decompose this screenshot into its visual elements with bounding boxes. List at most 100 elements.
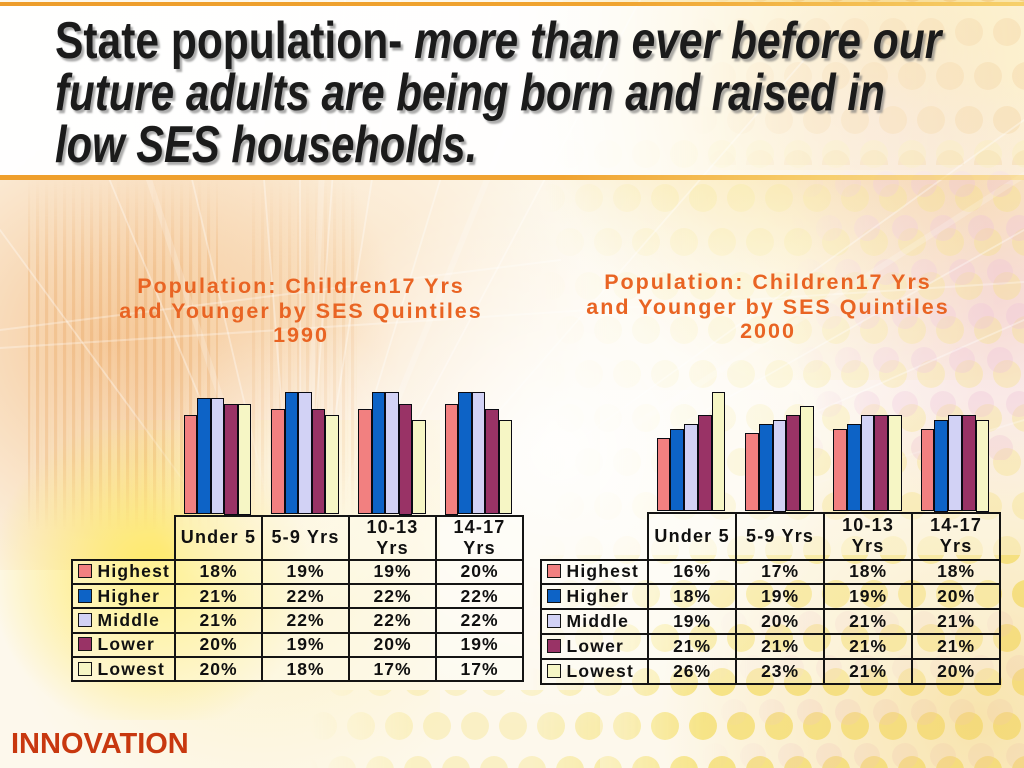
bar-lower-under-5 xyxy=(697,414,712,512)
bar-higher-10-13-yrs xyxy=(846,424,861,512)
series-label-cell: Highest xyxy=(70,558,176,585)
bar-highest-5-9-yrs xyxy=(745,433,759,512)
value-cell: 21% xyxy=(174,607,263,634)
slide-title-text: State population- more than ever before … xyxy=(55,15,941,67)
value-cell: 18% xyxy=(823,558,914,586)
bar-highest-14-17-yrs xyxy=(920,428,935,512)
bar-lower-5-9-yrs xyxy=(786,414,801,512)
title-bottom-rule xyxy=(0,175,1024,180)
slide-title-italic: future adults are being born and raised … xyxy=(55,64,885,122)
slide-title: State population- more than ever before … xyxy=(55,15,1015,171)
value-cell: 21% xyxy=(174,582,263,610)
value-cell: 19% xyxy=(261,631,350,659)
value-cell: 20% xyxy=(911,658,1002,685)
bar-lower-5-9-yrs xyxy=(311,409,326,515)
value-cell: 20% xyxy=(911,583,1002,611)
template-logo-text: INNOVATION xyxy=(11,728,189,760)
value-cell: 18% xyxy=(911,558,1002,586)
bar-middle-10-13-yrs xyxy=(860,414,875,512)
value-cell: 16% xyxy=(647,558,738,586)
slide-title-regular: State population- xyxy=(55,12,403,70)
chart-title-line: Population: Children17 Yrs xyxy=(604,270,932,294)
chart-title-line: and Younger by SES Quintiles xyxy=(119,298,483,323)
value-cell: 21% xyxy=(823,633,914,661)
value-cell: 17% xyxy=(435,656,524,683)
value-cell: 21% xyxy=(647,633,738,661)
series-label-cell: Lowest xyxy=(539,658,650,685)
table-row-middle: Middle 21% 22% 22% 22% xyxy=(70,607,524,634)
category-header: 10-13 Yrs xyxy=(823,511,914,561)
value-cell: 19% xyxy=(735,583,826,611)
value-cell: 26% xyxy=(647,658,738,685)
legend-swatch-highest xyxy=(546,564,561,579)
category-header: 14-17 Yrs xyxy=(911,511,1002,561)
data-table: Under 5 5-9 Yrs 10-13 Yrs 14-17 Yrs Highest 1… xyxy=(70,514,524,683)
value-cell: 23% xyxy=(735,658,826,685)
series-label-cell: Lower xyxy=(70,631,176,659)
table-row-lowest: Lowest 26% 23% 21% 20% xyxy=(539,658,1002,685)
chart-title-line: 1990 xyxy=(273,323,329,347)
value-cell: 20% xyxy=(174,656,263,683)
series-name: Middle xyxy=(97,609,161,630)
table-row-highest: Highest 16% 17% 18% 18% xyxy=(539,558,1002,586)
bar-higher-5-9-yrs xyxy=(758,424,773,512)
value-cell: 21% xyxy=(735,633,826,661)
bar-highest-10-13-yrs xyxy=(833,428,847,512)
slide-title-italic: low SES households. xyxy=(55,116,478,174)
series-name: Middle xyxy=(566,611,630,632)
chart-title: Population: Children17 Yrs and Younger by… xyxy=(71,274,531,348)
bar-lowest-10-13-yrs xyxy=(412,420,426,515)
value-cell: 17% xyxy=(735,558,826,586)
bar-higher-14-17-yrs xyxy=(458,392,472,515)
series-label-cell: Lowest xyxy=(70,656,176,683)
category-header: 5-9 Yrs xyxy=(735,511,826,561)
legend-swatch-lowest xyxy=(77,661,92,676)
series-name: Lowest xyxy=(97,658,165,679)
value-cell: 21% xyxy=(823,658,914,685)
slide-title-text: low SES households. xyxy=(55,119,477,171)
value-cell: 19% xyxy=(348,558,437,585)
bar-middle-under-5 xyxy=(210,397,225,515)
category-header: 10-13 Yrs xyxy=(348,514,437,561)
table-row-middle: Middle 19% 20% 21% 21% xyxy=(539,608,1002,636)
bar-lower-10-13-yrs xyxy=(874,414,889,512)
bar-middle-14-17-yrs xyxy=(948,414,962,512)
bar-middle-under-5 xyxy=(684,424,698,512)
table-row-higher: Higher 18% 19% 19% 20% xyxy=(539,583,1002,611)
series-name: Higher xyxy=(566,586,630,607)
data-table: Under 5 5-9 Yrs 10-13 Yrs 14-17 Yrs Highest 1… xyxy=(539,511,1002,685)
chart-title: Population: Children17 Yrs and Younger by… xyxy=(538,270,998,344)
bar-lower-14-17-yrs xyxy=(485,409,499,515)
legend-swatch-lower xyxy=(77,637,92,652)
value-cell: 19% xyxy=(261,558,350,585)
legend-swatch-lowest xyxy=(546,664,561,678)
slide-title-italic: more than ever before our xyxy=(402,12,942,70)
bar-lower-10-13-yrs xyxy=(398,403,413,515)
series-label-cell: Middle xyxy=(70,607,176,634)
value-cell: 20% xyxy=(348,631,437,659)
series-name: Lower xyxy=(97,634,156,655)
table-corner-cell xyxy=(541,513,649,560)
value-cell: 20% xyxy=(735,608,826,636)
series-label-cell: Lower xyxy=(539,633,650,661)
legend-swatch-middle xyxy=(77,612,92,627)
bar-highest-14-17-yrs xyxy=(444,403,459,515)
bar-lower-under-5 xyxy=(224,403,238,515)
table-row-higher: Higher 21% 22% 22% 22% xyxy=(70,582,524,610)
legend-swatch-higher xyxy=(77,588,92,603)
value-cell: 22% xyxy=(348,582,437,610)
value-cell: 17% xyxy=(348,656,437,683)
slide-title-line: future adults are being born and raised … xyxy=(55,67,1015,119)
bar-lowest-14-17-yrs xyxy=(975,419,990,512)
bar-middle-10-13-yrs xyxy=(385,392,399,515)
value-cell: 20% xyxy=(174,631,263,659)
value-cell: 18% xyxy=(261,656,350,683)
value-cell: 21% xyxy=(911,633,1002,661)
value-cell: 22% xyxy=(261,607,350,634)
table-row-lowest: Lowest 20% 18% 17% 17% xyxy=(70,656,524,683)
bar-lowest-10-13-yrs xyxy=(888,414,902,512)
series-name: Highest xyxy=(97,561,171,582)
value-cell: 20% xyxy=(435,558,524,585)
bar-lower-14-17-yrs xyxy=(961,414,976,512)
slide-title-line: low SES households. xyxy=(55,119,1015,171)
